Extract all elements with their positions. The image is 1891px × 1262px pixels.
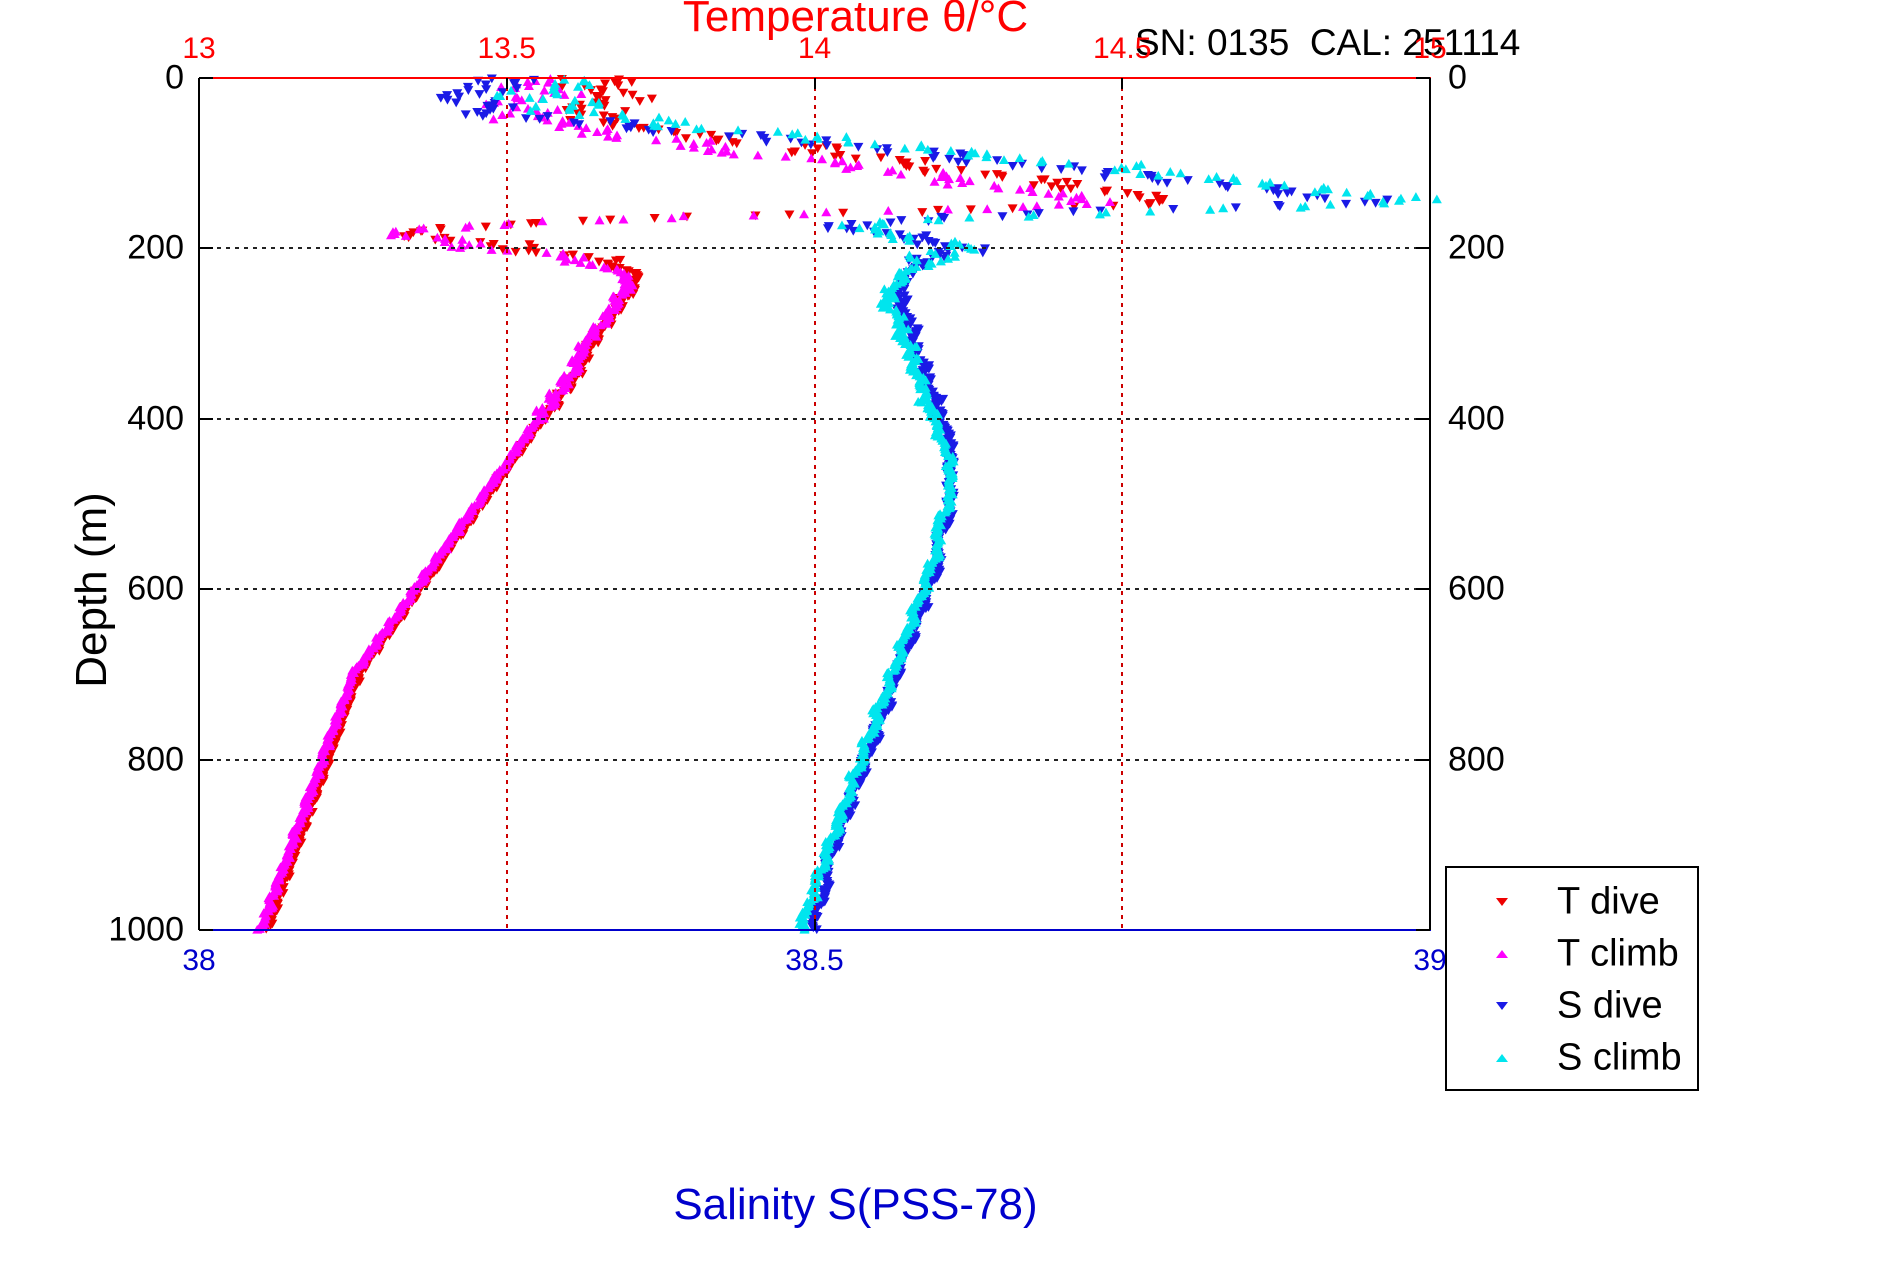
legend-item-s-dive[interactable]: S dive	[1447, 980, 1701, 1032]
top-axis-tick-label: 13	[182, 32, 216, 65]
legend-item-t-dive[interactable]: T dive	[1447, 876, 1701, 928]
right-axis-tick	[1416, 929, 1430, 931]
legend-label: S climb	[1557, 1036, 1682, 1079]
legend-label: T dive	[1557, 880, 1660, 923]
right-axis-line	[1429, 78, 1431, 930]
right-axis-tick	[1416, 417, 1430, 420]
left-axis-tick-label: 400	[127, 399, 184, 438]
horizontal-gridline	[199, 417, 1430, 420]
left-axis-tick-label: 1000	[108, 910, 184, 949]
top-axis-tick	[198, 78, 200, 89]
left-axis-tick-label: 600	[127, 569, 184, 608]
top-axis-tick	[505, 78, 508, 89]
legend-item-s-climb[interactable]: S climb	[1447, 1032, 1701, 1084]
top-axis-tick	[813, 78, 816, 89]
bottom-axis-tick-label: 38.5	[785, 944, 844, 977]
left-axis-tick	[199, 588, 213, 591]
top-axis-title: Temperature θ/°C	[682, 0, 1029, 41]
top-axis-tick-label: 13.5	[477, 32, 536, 65]
vertical-gridline	[1121, 78, 1124, 930]
horizontal-gridline	[199, 247, 1430, 250]
horizontal-gridline	[199, 588, 1430, 591]
right-axis-tick-label: 600	[1448, 569, 1505, 608]
top-axis-tick-label: 14	[797, 32, 832, 65]
series-s-climb	[492, 74, 1442, 934]
right-axis-tick-label: 800	[1448, 740, 1505, 779]
left-axis-tick	[199, 247, 213, 250]
left-axis-tick	[199, 758, 213, 761]
legend-item-t-climb[interactable]: T climb	[1447, 928, 1701, 980]
top-axis-tick	[1429, 78, 1431, 89]
left-axis-tick	[199, 417, 213, 420]
bottom-axis-tick	[198, 919, 200, 930]
right-axis-tick-label: 0	[1448, 58, 1467, 97]
legend-label: S dive	[1557, 984, 1663, 1027]
right-axis-tick	[1416, 247, 1430, 250]
right-axis-tick	[1416, 758, 1430, 761]
bottom-axis-tick-label: 38	[182, 944, 216, 977]
left-axis-line	[198, 78, 200, 930]
top-axis-tick-label: 14.5	[1093, 32, 1152, 65]
right-axis-tick-label: 200	[1448, 228, 1505, 267]
bottom-axis-tick-label: 39	[1413, 944, 1447, 977]
bottom-axis-tick	[1429, 919, 1431, 930]
legend-box[interactable]: T dive T climb S dive S climb	[1445, 866, 1699, 1091]
series-t-dive	[261, 75, 1169, 934]
left-axis-tick	[199, 77, 213, 79]
legend-marker-triangle-up-icon	[1495, 948, 1509, 960]
legend-label: T climb	[1557, 932, 1679, 975]
right-axis-tick	[1416, 77, 1430, 79]
bottom-axis-line	[199, 929, 1431, 931]
left-axis-tick-label: 0	[165, 58, 184, 97]
legend-marker-triangle-down-icon	[1495, 896, 1509, 908]
sensor-annotation: SN: 0135 CAL: 251114	[1135, 22, 1521, 63]
left-axis-tick	[199, 929, 213, 931]
series-t-climb	[252, 74, 1115, 934]
right-axis-tick	[1416, 588, 1430, 591]
legend-marker-triangle-down-icon	[1495, 1000, 1509, 1012]
bottom-axis-title: Salinity S(PSS-78)	[673, 1180, 1038, 1229]
top-axis-tick-label: 15	[1413, 32, 1447, 65]
vertical-gridline	[813, 78, 816, 930]
left-axis-tick-label: 200	[127, 228, 184, 267]
left-axis-tick-label: 800	[127, 740, 184, 779]
series-s-dive	[435, 74, 1393, 935]
data-series-layer	[252, 74, 1442, 935]
horizontal-gridline	[199, 758, 1430, 761]
top-axis-tick	[1121, 78, 1124, 89]
right-axis-tick-label: 400	[1448, 399, 1505, 438]
vertical-gridline	[505, 78, 508, 930]
bottom-axis-tick	[813, 919, 816, 930]
legend-marker-triangle-up-icon	[1495, 1052, 1509, 1064]
